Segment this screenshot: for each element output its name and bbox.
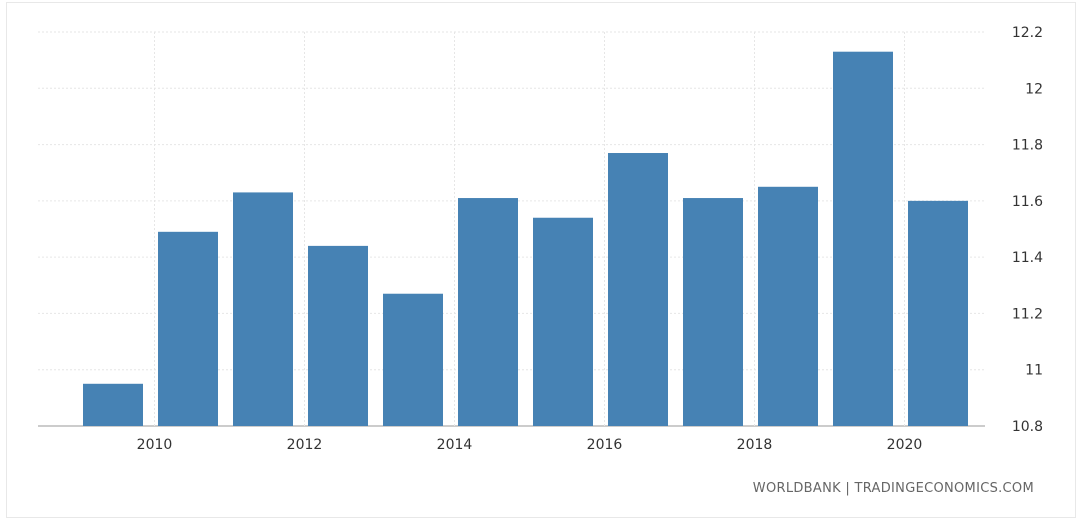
y-tick-label: 11.4	[1012, 250, 1043, 266]
source-tradingeconomics: TRADINGECONOMICS.COM	[854, 481, 1034, 496]
bar-2016	[608, 153, 668, 426]
x-tick-label: 2016	[587, 437, 623, 453]
source-worldbank: WORLDBANK	[752, 481, 841, 496]
bar-2009	[83, 383, 143, 426]
x-tick-label: 2012	[287, 437, 323, 453]
x-axis-ticks: 2010 2012 2014 2016 2018 2020	[137, 437, 923, 453]
bar-2012	[308, 245, 368, 426]
y-axis-ticks: 10.8 11 11.2 11.4 11.6 11.8 12 12.2	[1012, 25, 1043, 435]
x-tick-label: 2014	[437, 437, 473, 453]
bar-2018	[758, 186, 818, 426]
bar-2015	[533, 217, 593, 426]
x-tick-label: 2018	[737, 437, 773, 453]
y-tick-label: 11	[1025, 363, 1043, 379]
source-attribution: WORLDBANK | TRADINGECONOMICS.COM	[753, 481, 1034, 496]
y-tick-label: 12	[1025, 81, 1043, 97]
bar-2017	[683, 198, 743, 426]
y-tick-label: 10.8	[1012, 419, 1043, 435]
y-tick-label: 11.6	[1012, 194, 1043, 210]
bar-2013	[383, 293, 443, 426]
bar-2019	[833, 51, 893, 426]
source-separator: |	[840, 481, 855, 496]
y-tick-label: 12.2	[1012, 25, 1043, 41]
x-tick-label: 2010	[137, 437, 173, 453]
bar-2020	[908, 200, 968, 426]
y-tick-label: 11.2	[1012, 306, 1043, 322]
bar-2014	[458, 198, 518, 426]
bar-2011	[233, 192, 293, 426]
bar-2010	[158, 231, 218, 426]
x-tick-label: 2020	[887, 437, 923, 453]
bars	[83, 51, 968, 426]
y-tick-label: 11.8	[1012, 138, 1043, 154]
